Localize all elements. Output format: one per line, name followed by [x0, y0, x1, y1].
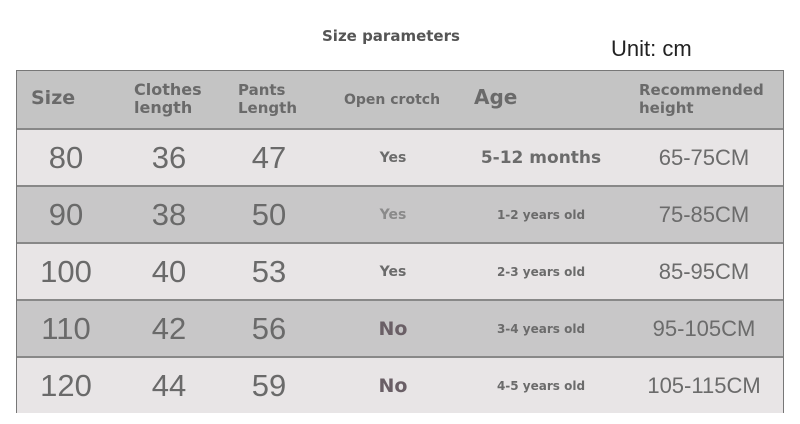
header-line: Recommended [639, 81, 764, 99]
cell-height: 95-105CM [652, 315, 756, 341]
header-clothes-length: Clothes length [134, 81, 202, 117]
header-size: Size [31, 87, 76, 109]
cell-size: 110 [41, 310, 91, 346]
header-line: length [134, 98, 193, 117]
cell-age: 2-3 years old [496, 264, 586, 279]
header-pants-length: Pants Length [238, 81, 297, 117]
cell-pants: 53 [251, 253, 287, 289]
cell-age: 1-2 years old [496, 207, 586, 222]
cell-pants: 50 [251, 196, 287, 232]
cell-clothes: 40 [151, 253, 187, 289]
cell-height: 85-95CM [658, 258, 750, 284]
cell-open: Yes [379, 263, 407, 280]
cell-clothes: 42 [151, 310, 187, 346]
header-line: Pants [238, 81, 286, 99]
cell-age: 5-12 months [480, 147, 602, 168]
cell-open: Yes [379, 206, 407, 223]
cell-height: 75-85CM [658, 201, 750, 227]
cell-open: No [378, 317, 408, 340]
header-age: Age [474, 85, 518, 109]
table-row: 110 42 56 No 3-4 years old 95-105CM [17, 301, 783, 356]
cell-age: 4-5 years old [496, 378, 586, 393]
size-table: Size Clothes length Pants Length Open crot… [16, 70, 784, 413]
table-row: 80 36 47 Yes 5-12 months 65-75CM [17, 130, 783, 185]
chart-title: Size parameters [322, 27, 460, 45]
cell-size: 120 [40, 367, 92, 403]
cell-size: 90 [48, 196, 84, 232]
cell-open: No [378, 374, 408, 397]
cell-open: Yes [379, 149, 407, 166]
table-row: 120 44 59 No 4-5 years old 105-115CM [17, 358, 783, 413]
cell-clothes: 38 [151, 196, 187, 232]
table-row: 90 38 50 Yes 1-2 years old 75-85CM [17, 187, 783, 242]
cell-clothes: 44 [151, 367, 187, 403]
header-recommended-height: Recommended height [639, 81, 764, 117]
cell-height: 65-75CM [658, 144, 750, 170]
header-row: Size Clothes length Pants Length Open crot… [17, 71, 783, 128]
header-line: Length [238, 99, 297, 117]
unit-label: Unit: cm [611, 36, 692, 61]
cell-size: 100 [40, 253, 92, 289]
header-open-crotch: Open crotch [344, 92, 441, 108]
cell-height: 105-115CM [647, 372, 761, 398]
cell-pants: 56 [251, 310, 287, 346]
cell-pants: 59 [251, 367, 287, 403]
cell-age: 3-4 years old [496, 321, 586, 336]
cell-size: 80 [48, 139, 84, 175]
table-row: 100 40 53 Yes 2-3 years old 85-95CM [17, 244, 783, 299]
cell-pants: 47 [251, 139, 287, 175]
cell-clothes: 36 [151, 139, 187, 175]
header-line: height [639, 99, 694, 117]
header-line: Clothes [134, 80, 202, 99]
